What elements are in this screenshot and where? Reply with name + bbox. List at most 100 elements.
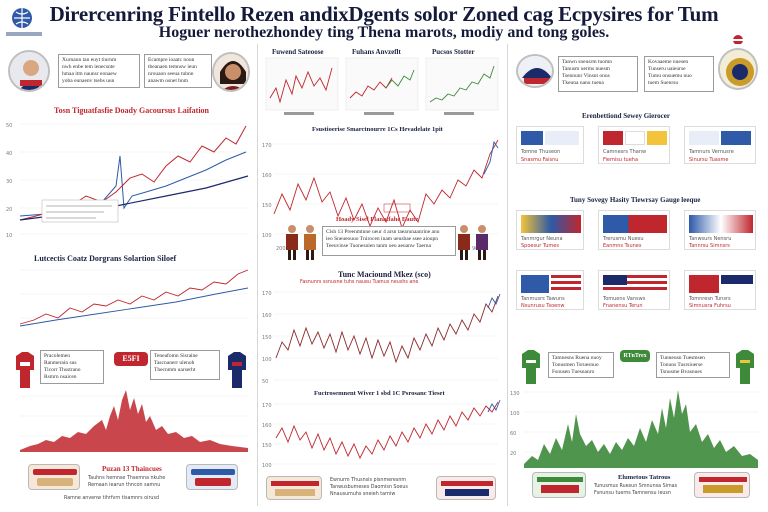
y-tick-label: 50 (6, 123, 12, 129)
y-tick-label: 60 (510, 431, 516, 437)
series-line (385, 69, 415, 89)
left-column: Xurnaun tan euyt tiurnm nwh enbe tem iene… (4, 44, 254, 508)
y-tick-label: 100 (510, 411, 520, 417)
flag-card[interactable]: Camnesrs Thanw Fiemisu tueha (598, 126, 670, 164)
chart-title: Fuctrosemnent Wiver 1 sbd 1C Psrosanc Ti… (314, 390, 445, 397)
flag-badge: E5FI (114, 352, 148, 366)
y-tick-label: 150 (262, 335, 272, 341)
series-line (273, 139, 499, 230)
y-tick-label: 170 (262, 143, 272, 149)
series-line (275, 295, 499, 364)
chart-caption: Elumetous Tatrous (618, 474, 671, 481)
stock-line-chart (19, 269, 249, 327)
info-note: Tanwn sneusrm tuomn Tanusm uerms nuesm Tse… (558, 56, 638, 92)
y-tick-label: 130 (510, 391, 520, 397)
emblem-badge (532, 472, 586, 498)
flag-card[interactable]: Tomuens Vansws Fnanensu Terun (598, 270, 670, 310)
flag-card[interactable]: Tanwsurs Nensru Tannrsu Simnsrs (684, 210, 756, 250)
page-subtitle: Hoguer nerothezhondey ting Thena marots,… (158, 24, 610, 41)
area-series (524, 390, 758, 468)
person-avatar (212, 52, 250, 92)
y-tick-label: 40 (6, 151, 12, 157)
series-line (19, 269, 249, 325)
chart-annotation (383, 203, 411, 213)
person-figure-icon (286, 225, 298, 260)
chart-title: Tunc Maciound Mkez (sco) (338, 270, 431, 279)
y-tick-label: 150 (262, 443, 272, 449)
area-series (20, 390, 248, 452)
mini-chart-title: Pucsos Stotter (432, 48, 475, 56)
mini-line-chart (425, 57, 499, 115)
emblem-avatar (516, 54, 554, 88)
chart-annotation (41, 199, 119, 223)
logo-tagline-bar (6, 32, 42, 36)
info-note: Tunneusn Tuesmsen Tonuns Tusrsiuerse Tsnus… (656, 352, 730, 378)
jersey-icon (12, 350, 38, 390)
svg-text:200: 200 (276, 246, 286, 252)
flag-card[interactable]: Trerusmu Nuesu Eanmns Tsunes (598, 210, 670, 250)
flag-card[interactable]: Tomnresn Tunsrs Simnusra Fuhrsu (684, 270, 756, 310)
y-tick-label: 10 (6, 233, 12, 239)
stock-line-chart: 50 40 30 20 10 (6, 123, 249, 239)
emblem-badge (436, 476, 496, 500)
y-tick-label: 100 (262, 463, 272, 469)
info-note: Xurnaun tan euyt tiurnm nwh enbe tem iene… (58, 54, 140, 88)
y-tick-label: 170 (262, 403, 272, 409)
chart-subtitle: Fasnunrs ssnusne tuhs naueu Tuenus neush… (300, 280, 419, 285)
flag-card[interactable]: Tomne Thuseon Snasmu Faisnu (516, 126, 584, 164)
caption-text: Ewnurm Thusnsis pisnmeresnm (330, 478, 407, 483)
flag-card[interactable]: Tanmusrs Tawuns Nsunrusu Tsoenw (516, 270, 584, 310)
caption-text: Ramne anvenw tihrfvrn tisamnrs oirusd (64, 496, 160, 501)
person-avatar (8, 50, 50, 92)
middle-column: Fuwend Sateoose Fuhans Anvzeflt Pucsos S… (260, 44, 504, 508)
section-title: Tuny Sovegy Hasity Tiewrsay Gauge leeque (570, 196, 701, 204)
column-divider (507, 44, 508, 506)
right-column: Tanwn sneusrm tuomn Tanusm uerms nuesm Tse… (510, 34, 764, 508)
section-title: Hoady Sisel Planatfahe Eaute (336, 216, 419, 223)
info-note: Teneafomn Sisraine Tascnanerr ulenoh Thecn… (150, 350, 220, 380)
person-figure-icon (476, 225, 488, 260)
series-line (269, 67, 333, 104)
jersey-icon (732, 348, 758, 386)
flag-card[interactable]: Tamnurs Vernusre Sinursu Tuasme (684, 126, 756, 164)
globe-icon (12, 8, 32, 28)
emblem-badge (186, 464, 238, 490)
mini-chart-title: Fuhans Anvzeflt (352, 48, 401, 56)
series-line (487, 399, 501, 413)
emblem-badge (28, 464, 80, 490)
emblem-top (728, 34, 748, 44)
emblem-badge (694, 472, 750, 498)
stock-line-chart: 170 160 150 100 (262, 399, 501, 469)
y-tick-label: 160 (262, 423, 272, 429)
info-note: Kovaaeme nuesen Tunseru uaieurse Tumu onsu… (644, 56, 714, 92)
y-tick-label: 20 (510, 451, 516, 457)
caption-text: Remaan iearun thncon samnu (88, 483, 161, 488)
flag-card[interactable]: Tanmrgur Neuna Spoesur Tumes (516, 210, 584, 250)
chart-title: Tosn Tiguatfasfie Doady Gacoursus Laifat… (54, 106, 209, 115)
mini-line-chart (265, 57, 339, 115)
flag-label: RTnTrex (623, 353, 647, 359)
info-note: Ecampre ioaatc noun tbeanaen temnsw ieun n… (144, 54, 212, 88)
series-line (429, 65, 495, 103)
info-note: Tamnesns Ruena nuoy Tonusmen Tsruesnuo Fsn… (548, 352, 614, 378)
page-title: Dirercenring Fintello Rezen andixDgents … (49, 2, 719, 26)
flag-label: E5FI (122, 354, 140, 363)
flag-badge: RTnTrex (620, 350, 650, 362)
info-note: Clsh 13 Preenmtnne ueur 4 arsn taearunaa… (322, 226, 456, 256)
volume-area-chart (20, 390, 248, 452)
y-tick-label: 20 (6, 207, 12, 213)
y-tick-label: 160 (262, 313, 272, 319)
y-tick-label: 150 (262, 203, 272, 209)
section-title: Erenbettiond Sewey Gierocer (582, 112, 671, 120)
y-tick-label: 50 (262, 379, 268, 385)
caption-text: Tauhns hemnse Thsemna nkuhe (88, 476, 166, 481)
caption-text: Fsnunsu tuerns Tamnensu ieusn (594, 491, 671, 496)
caption-text: Tunusmus Ruesun Smnunsa Simas (594, 484, 678, 489)
stock-line-chart: 170 160 150 100 50 (262, 291, 501, 385)
brand-logo (8, 6, 36, 32)
volume-area-chart: 130 100 60 20 (510, 390, 758, 468)
chart-title: Fsustioerise Smarctnourre 1Cs Hevadelate… (312, 126, 443, 133)
chart-caption: Puzan 13 Thaincues (102, 465, 162, 473)
chart-title: Lutcectis Coatz Dorgrans Solartion Siloe… (34, 254, 177, 263)
jersey-icon (224, 350, 250, 390)
